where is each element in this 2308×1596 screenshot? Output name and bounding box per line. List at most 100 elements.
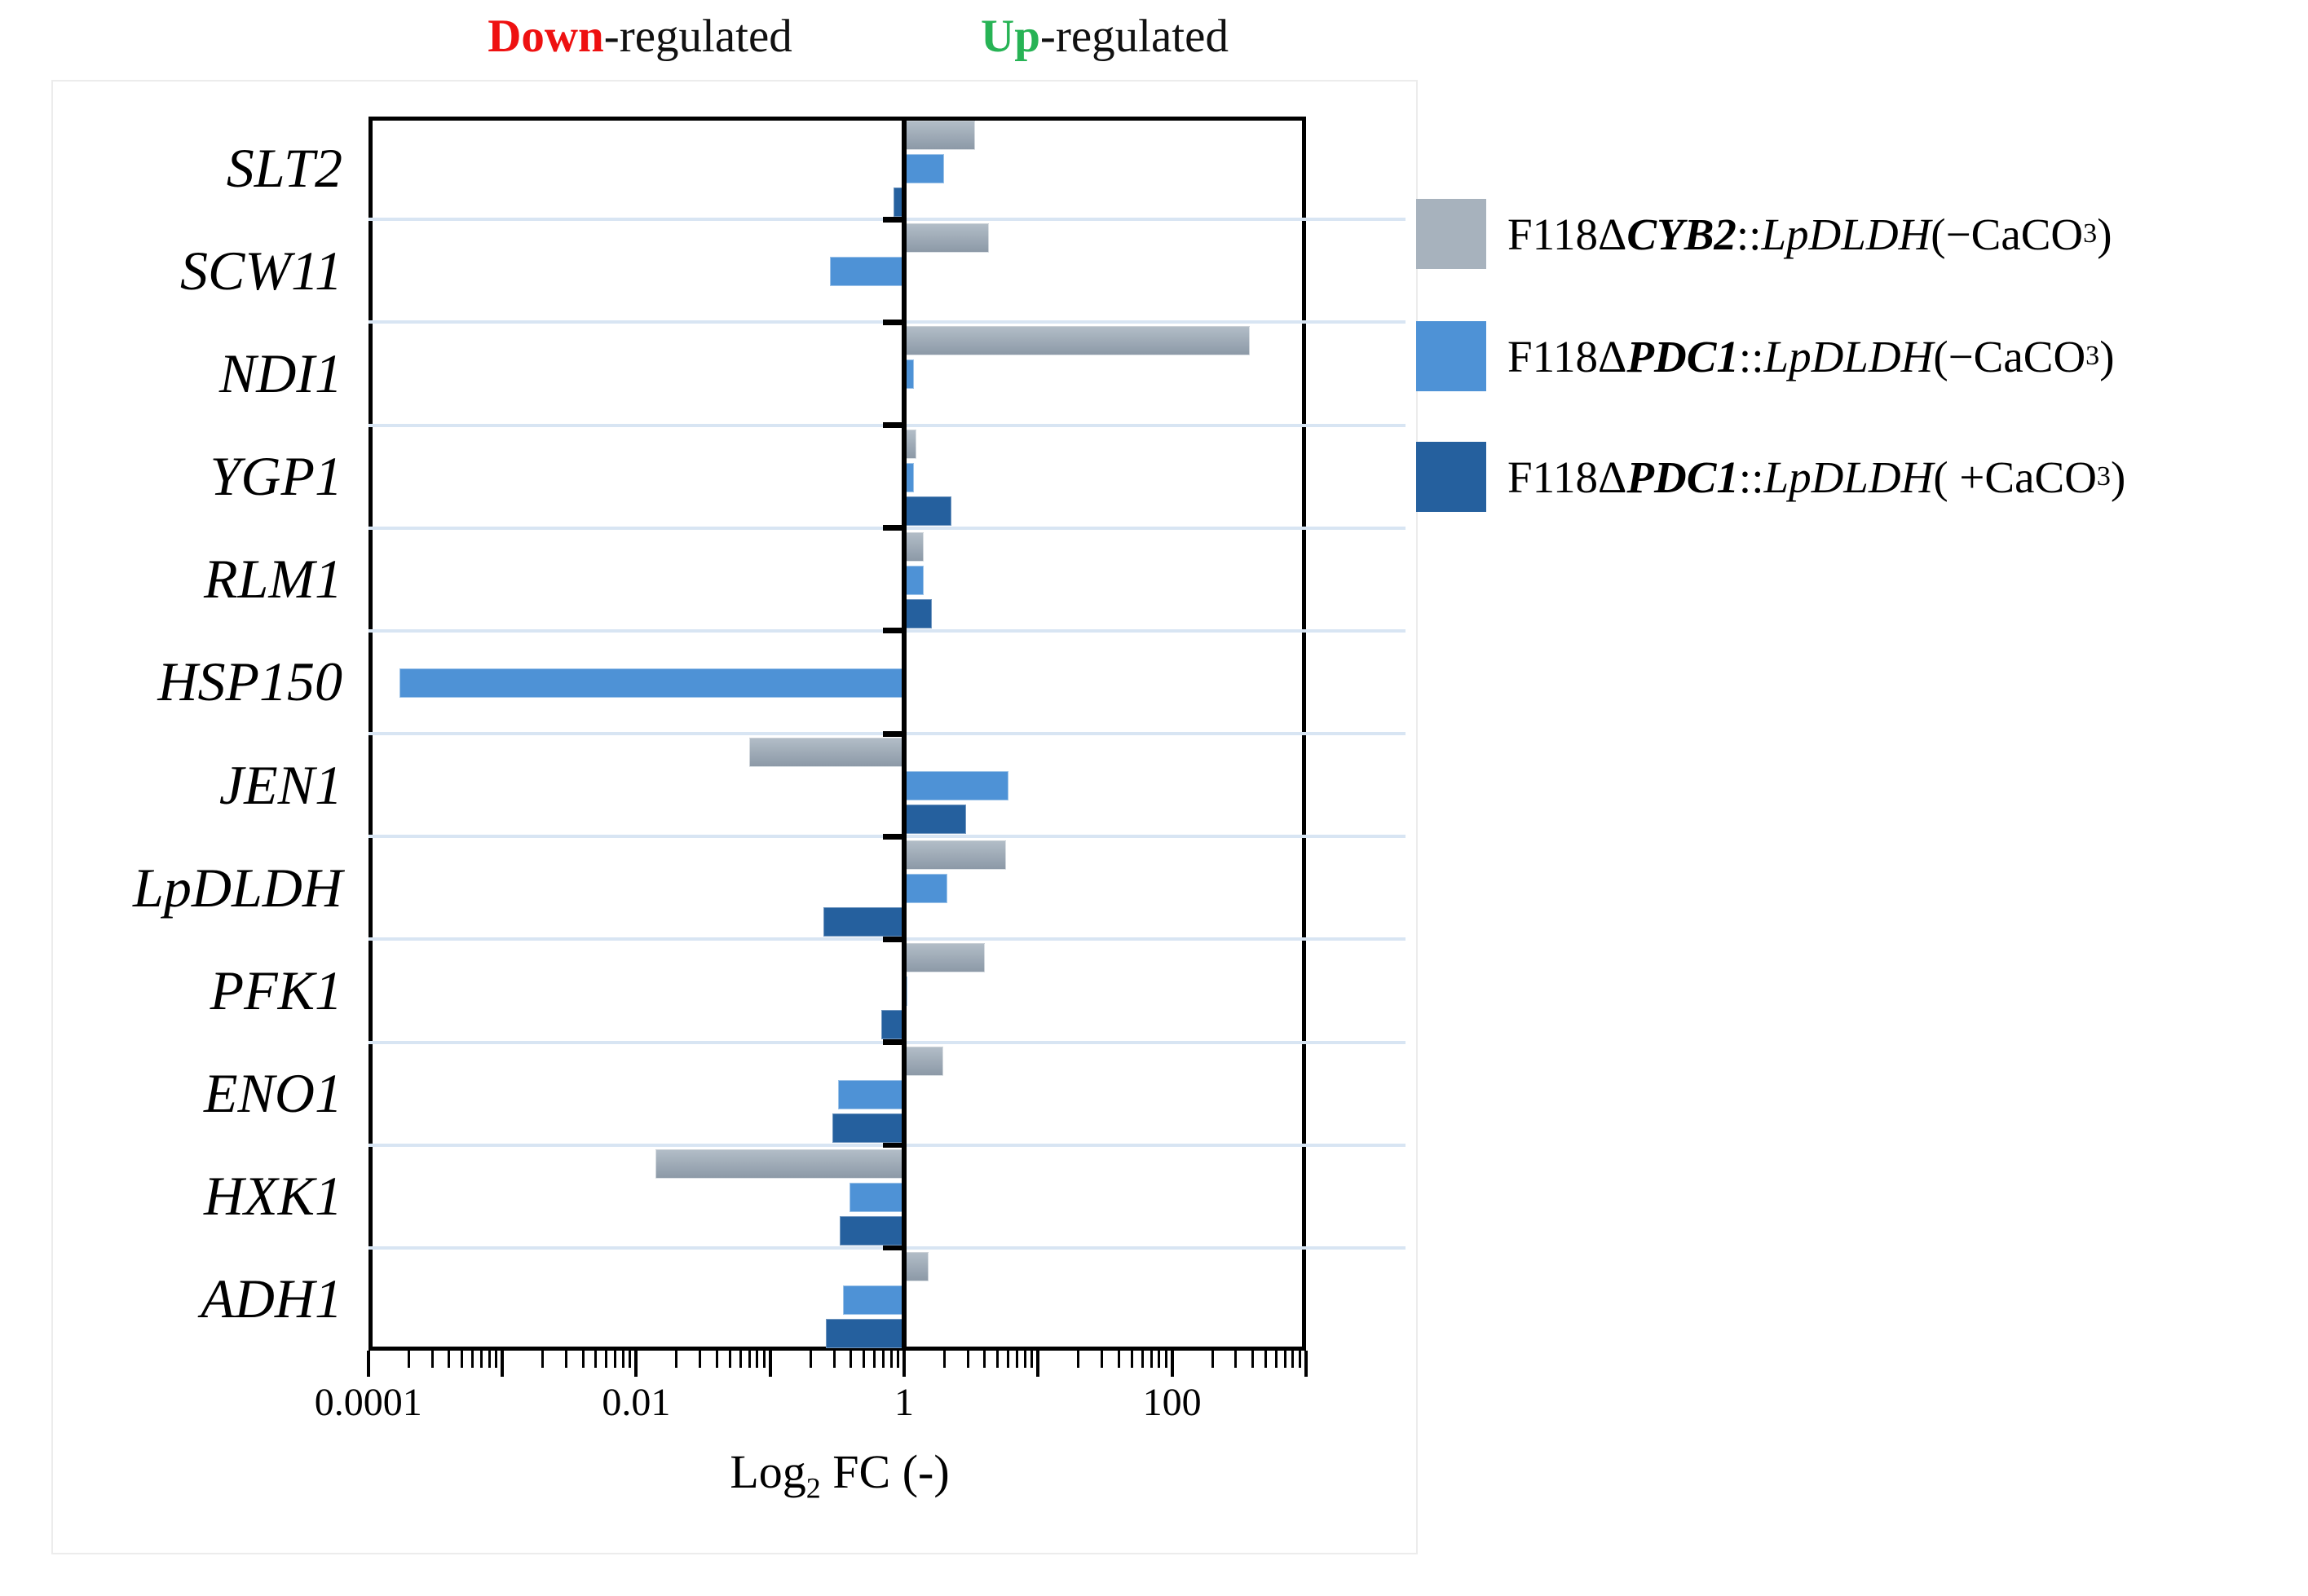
bar-HSP150-s1 bbox=[399, 668, 904, 698]
legend-gene: PDC1 bbox=[1626, 331, 1739, 381]
x-tick-label: 0.01 bbox=[602, 1381, 671, 1424]
x-major-tick bbox=[501, 1351, 505, 1377]
x-minor-tick bbox=[762, 1351, 766, 1368]
x-major-tick bbox=[902, 1351, 906, 1377]
bar-NDI1-s0 bbox=[904, 326, 1250, 356]
legend-suffix-close: ) bbox=[2097, 209, 2112, 259]
gene-label-JEN1: JEN1 bbox=[218, 753, 342, 816]
x-minor-tick bbox=[564, 1351, 567, 1368]
x-minor-tick bbox=[1264, 1351, 1267, 1368]
x-tick-label: 0.0001 bbox=[314, 1381, 422, 1424]
bar-SCW11-s1 bbox=[830, 257, 904, 287]
bar-LpDLDH-s2 bbox=[823, 907, 904, 937]
x-minor-tick bbox=[1234, 1351, 1238, 1368]
legend-label-2: F118Δ PDC1:: LpDLDH( +CaCO 3) bbox=[1507, 452, 2126, 502]
legend-sep: :: bbox=[1738, 331, 1764, 381]
x-minor-tick bbox=[629, 1351, 632, 1368]
x-major-tick bbox=[1170, 1351, 1174, 1377]
gene-label-NDI1: NDI1 bbox=[218, 342, 342, 404]
legend-suffix: (−CaCO bbox=[1931, 209, 2084, 259]
axis-title-main: Log bbox=[730, 1445, 806, 1498]
bar-RLM1-s2 bbox=[904, 598, 932, 628]
legend-swatch-0 bbox=[1416, 199, 1486, 269]
legend-swatch-1 bbox=[1416, 321, 1486, 391]
gene-label-YGP1: YGP1 bbox=[210, 445, 342, 508]
baseline-tick bbox=[883, 525, 904, 531]
x-minor-tick bbox=[983, 1351, 986, 1368]
bar-ADH1-s2 bbox=[825, 1318, 904, 1348]
x-minor-tick bbox=[471, 1351, 474, 1368]
gene-label-SLT2: SLT2 bbox=[226, 136, 342, 199]
gene-label-ENO1: ENO1 bbox=[204, 1062, 342, 1125]
x-minor-tick bbox=[728, 1351, 731, 1368]
bar-LpDLDH-s0 bbox=[904, 840, 1007, 871]
x-minor-tick bbox=[407, 1351, 410, 1368]
x-minor-tick bbox=[461, 1351, 464, 1368]
legend-suffix: (−CaCO bbox=[1933, 331, 2086, 381]
bar-RLM1-s1 bbox=[904, 565, 924, 595]
baseline-tick bbox=[883, 319, 904, 325]
legend-suffix: ( +CaCO bbox=[1933, 452, 2097, 502]
x-minor-tick bbox=[495, 1351, 498, 1368]
x-minor-tick bbox=[850, 1351, 853, 1368]
x-major-tick bbox=[768, 1351, 772, 1377]
bar-RLM1-s0 bbox=[904, 531, 924, 562]
x-minor-tick bbox=[1016, 1351, 1019, 1368]
x-minor-tick bbox=[1023, 1351, 1026, 1368]
baseline-tick bbox=[883, 730, 904, 737]
legend-label-1: F118Δ PDC1:: LpDLDH (−CaCO 3) bbox=[1507, 331, 2115, 381]
legend-swatch-2 bbox=[1416, 442, 1486, 512]
bar-ENO1-s1 bbox=[837, 1079, 904, 1109]
x-minor-tick bbox=[748, 1351, 751, 1368]
x-minor-tick bbox=[430, 1351, 434, 1368]
baseline-tick bbox=[883, 833, 904, 840]
legend-gene: CYB2 bbox=[1626, 209, 1737, 259]
x-minor-tick bbox=[1274, 1351, 1278, 1368]
x-minor-tick bbox=[1298, 1351, 1301, 1368]
x-minor-tick bbox=[873, 1351, 876, 1368]
bar-HXK1-s1 bbox=[849, 1182, 904, 1212]
gene-label-LpDLDH: LpDLDH bbox=[133, 856, 342, 919]
x-minor-tick bbox=[1101, 1351, 1104, 1368]
x-minor-tick bbox=[581, 1351, 585, 1368]
bar-PFK1-s2 bbox=[881, 1010, 904, 1040]
up-rest: -regulated bbox=[1039, 11, 1229, 62]
x-minor-tick bbox=[1007, 1351, 1010, 1368]
x-minor-tick bbox=[1158, 1351, 1161, 1368]
x-minor-tick bbox=[942, 1351, 946, 1368]
legend-suffix-close: ) bbox=[2099, 331, 2115, 381]
x-minor-tick bbox=[896, 1351, 899, 1368]
x-minor-tick bbox=[739, 1351, 742, 1368]
x-minor-tick bbox=[480, 1351, 483, 1368]
x-minor-tick bbox=[541, 1351, 545, 1368]
x-minor-tick bbox=[966, 1351, 969, 1368]
x-minor-tick bbox=[809, 1351, 812, 1368]
gene-label-HXK1: HXK1 bbox=[204, 1165, 342, 1228]
bar-HXK1-s0 bbox=[655, 1149, 904, 1179]
up-word: Up bbox=[981, 11, 1040, 62]
x-minor-tick bbox=[621, 1351, 624, 1368]
baseline-tick bbox=[883, 936, 904, 942]
legend-gene: PDC1 bbox=[1626, 452, 1739, 502]
axis-title-rest: FC (-) bbox=[820, 1445, 950, 1498]
legend-prefix: F118Δ bbox=[1507, 331, 1627, 381]
x-minor-tick bbox=[1077, 1351, 1080, 1368]
bar-LpDLDH-s1 bbox=[904, 874, 947, 904]
x-minor-tick bbox=[1283, 1351, 1286, 1368]
x-minor-tick bbox=[832, 1351, 836, 1368]
bar-PFK1-s0 bbox=[904, 943, 985, 973]
legend-construct: LpDLDH bbox=[1763, 452, 1934, 502]
baseline-tick bbox=[883, 1142, 904, 1149]
legend-construct: LpDLDH bbox=[1763, 331, 1934, 381]
bar-SLT2-s1 bbox=[904, 154, 945, 183]
x-major-tick bbox=[1036, 1351, 1040, 1377]
baseline-tick bbox=[883, 1245, 904, 1251]
x-minor-tick bbox=[448, 1351, 451, 1368]
gene-label-ADH1: ADH1 bbox=[201, 1268, 342, 1330]
x-minor-tick bbox=[1211, 1351, 1214, 1368]
legend-prefix: F118Δ bbox=[1507, 209, 1627, 259]
bar-ADH1-s0 bbox=[904, 1251, 929, 1281]
bar-JEN1-s0 bbox=[749, 738, 904, 767]
x-major-tick bbox=[634, 1351, 638, 1377]
